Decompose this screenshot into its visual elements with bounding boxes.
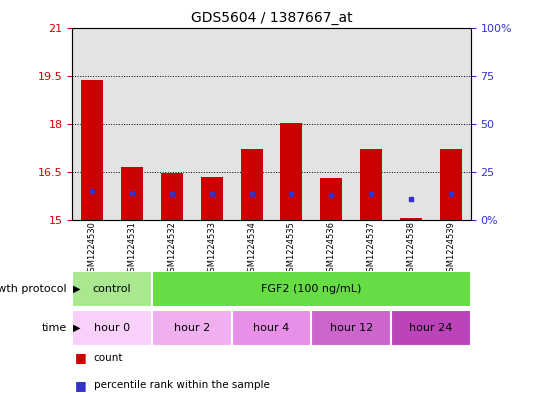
Bar [161, 173, 183, 220]
Bar [280, 123, 302, 220]
Text: control: control [93, 284, 132, 294]
Text: ▶: ▶ [73, 323, 81, 333]
Bar [72, 271, 152, 307]
Text: growth protocol: growth protocol [0, 284, 67, 294]
Bar [152, 271, 471, 307]
Text: ■: ■ [75, 378, 87, 392]
Bar [320, 178, 342, 220]
Text: hour 0: hour 0 [94, 323, 130, 333]
Bar [152, 310, 232, 346]
Bar [201, 177, 223, 220]
Bar [351, 28, 391, 220]
Bar [440, 149, 462, 220]
Bar [192, 28, 232, 220]
Bar [72, 310, 152, 346]
Text: ▶: ▶ [73, 284, 81, 294]
Bar [391, 310, 471, 346]
Bar [431, 28, 471, 220]
Bar [272, 28, 311, 220]
Bar [152, 28, 192, 220]
Bar [72, 28, 112, 220]
Text: count: count [94, 353, 123, 363]
Bar [400, 218, 422, 220]
Bar [121, 167, 143, 220]
Bar [232, 310, 311, 346]
Bar [232, 28, 271, 220]
Text: FGF2 (100 ng/mL): FGF2 (100 ng/mL) [261, 284, 362, 294]
Text: hour 12: hour 12 [330, 323, 373, 333]
Bar [311, 310, 391, 346]
Title: GDS5604 / 1387667_at: GDS5604 / 1387667_at [190, 11, 353, 25]
Text: hour 24: hour 24 [409, 323, 453, 333]
Text: percentile rank within the sample: percentile rank within the sample [94, 380, 270, 390]
Bar [360, 149, 382, 220]
Text: ■: ■ [75, 351, 87, 364]
Bar [241, 149, 263, 220]
Text: hour 2: hour 2 [174, 323, 210, 333]
Bar [112, 28, 152, 220]
Bar [391, 28, 431, 220]
Text: time: time [42, 323, 67, 333]
Bar [311, 28, 351, 220]
Bar [81, 81, 103, 220]
Text: hour 4: hour 4 [254, 323, 289, 333]
